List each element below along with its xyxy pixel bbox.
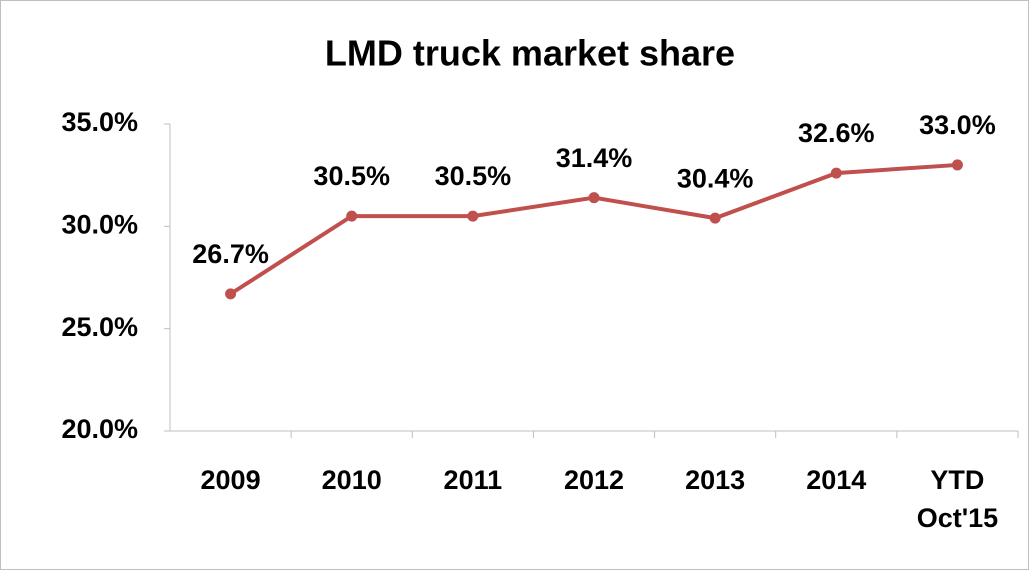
data-label: 26.7% bbox=[192, 239, 269, 269]
data-point bbox=[951, 159, 963, 171]
x-tick-label: 2013 bbox=[685, 465, 746, 495]
y-tick-label: 25.0% bbox=[61, 312, 138, 342]
data-point bbox=[588, 192, 600, 204]
x-tick-label: 2009 bbox=[200, 465, 261, 495]
data-point bbox=[830, 167, 842, 179]
data-label: 30.5% bbox=[313, 161, 390, 191]
data-point bbox=[225, 288, 237, 300]
y-tick-label: 30.0% bbox=[61, 209, 138, 239]
x-tick-label: YTD Oct'15 bbox=[916, 465, 999, 533]
data-label: 33.0% bbox=[919, 110, 996, 140]
data-point bbox=[467, 210, 479, 222]
data-point bbox=[346, 210, 358, 222]
y-tick-label: 20.0% bbox=[61, 414, 138, 444]
data-label: 31.4% bbox=[556, 143, 633, 173]
x-tick-label: 2014 bbox=[806, 465, 867, 495]
data-label: 32.6% bbox=[798, 118, 875, 148]
chart-title: LMD truck market share bbox=[325, 33, 735, 74]
data-point bbox=[709, 212, 721, 224]
x-tick-label: 2012 bbox=[563, 465, 625, 495]
data-label: 30.4% bbox=[677, 163, 754, 193]
x-tick-label: 2011 bbox=[443, 465, 503, 495]
y-tick-label: 35.0% bbox=[61, 107, 138, 137]
x-tick-label: 2010 bbox=[321, 465, 382, 495]
data-label: 30.5% bbox=[435, 161, 512, 191]
